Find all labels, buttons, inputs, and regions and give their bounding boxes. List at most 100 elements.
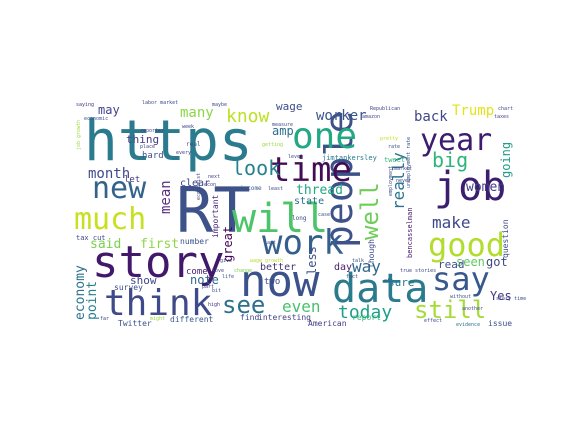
word-jimtankersley: jimtankersley (322, 154, 377, 162)
word-even: even (282, 297, 321, 316)
word-may: may (98, 103, 120, 117)
word-life: life (222, 274, 234, 280)
word-hard: hard (142, 151, 164, 161)
word-chart: chart (498, 106, 513, 112)
word-last: last (264, 240, 276, 246)
word-least: least (268, 186, 283, 192)
word-find: find (240, 313, 259, 322)
word-amp: amp (272, 124, 294, 138)
word-employment: employment (388, 166, 394, 196)
word-back: back (414, 109, 448, 125)
word-people: people (317, 111, 361, 248)
word-american: American (308, 319, 347, 328)
word-amazon: amazon (362, 114, 380, 120)
word-true-stories: true stories (400, 268, 436, 274)
word-seen: seen (456, 255, 485, 269)
word-note: note (190, 273, 219, 287)
word-tweet: tweet (384, 156, 405, 164)
word-place: place (140, 144, 155, 150)
word-less: less (305, 246, 319, 275)
word-every: every (176, 150, 191, 156)
word-different: different (170, 315, 214, 324)
word-will: will (232, 196, 328, 242)
word-income: income (240, 185, 262, 192)
word-big: big (432, 148, 468, 172)
word-part: part (202, 284, 214, 290)
word-pretty: pretty (380, 136, 398, 142)
word-make: make (432, 213, 471, 232)
word-another: another (462, 306, 483, 312)
word-great: great (221, 226, 235, 262)
word-unemployment-rate: unemployment rate (406, 137, 412, 188)
cloud-area (72, 97, 506, 325)
word-thing: thing (126, 133, 159, 146)
word-week: week (182, 124, 194, 130)
word-economic: economic (84, 116, 108, 122)
word-see: see (222, 291, 265, 319)
word-mean: mean (158, 180, 174, 214)
word-way: way (352, 257, 381, 276)
word-story: story (92, 237, 224, 288)
word-love: love (212, 268, 224, 274)
word-long: long (292, 215, 307, 222)
word-first: first (140, 237, 179, 252)
word-high: high (208, 302, 220, 308)
word-going: going (499, 142, 513, 178)
word-many: many (180, 105, 214, 121)
word-yes: Yes (490, 289, 512, 303)
word-job-growth: job growth (76, 120, 82, 150)
word-well: well (356, 182, 384, 240)
word-good: good (428, 226, 505, 264)
word-year: year (420, 123, 492, 158)
word-measure: measure (272, 122, 293, 128)
word-taxes: taxes (494, 114, 509, 120)
word-story-time: story time (496, 296, 526, 302)
word-bit: bit (212, 288, 221, 294)
word-job: job (434, 164, 506, 210)
word-show: show (130, 274, 157, 287)
word-know: know (226, 106, 270, 127)
word-much: much (74, 202, 146, 237)
word-getting: getting (262, 142, 283, 148)
word-far: far (100, 316, 109, 322)
word-market: market (394, 166, 412, 172)
word-time: time (270, 150, 352, 190)
word-fact: fact (346, 274, 358, 280)
word-report: report (352, 313, 381, 322)
word-tax-cut: tax cut (76, 234, 106, 242)
word-new: new (92, 171, 147, 206)
word-look: look (232, 156, 280, 180)
word-without: without (450, 294, 471, 300)
word-month: month (88, 166, 130, 182)
word-one: one (292, 116, 357, 157)
word-say: say (432, 260, 490, 298)
word-really: really (389, 152, 408, 210)
word-better: better (260, 262, 296, 273)
word-give: give (220, 258, 232, 264)
word-talk: talk (352, 258, 364, 264)
word-question: question (501, 219, 510, 258)
word-day: day (334, 262, 352, 273)
word-labor-market: labor market (142, 100, 178, 106)
word-clear: clear (180, 178, 210, 189)
word-work: work (262, 223, 344, 263)
word-said: said (90, 237, 121, 252)
word-today: today (338, 302, 392, 323)
word-issue: issue (488, 319, 512, 328)
word-change: change (234, 268, 252, 274)
word-economy: economy (73, 265, 88, 320)
word-read: read (438, 258, 465, 271)
word-reporter: reporter (140, 128, 164, 134)
word-wage: wage (276, 100, 303, 113)
word-evidence: evidence (456, 322, 480, 328)
word-though: though (367, 239, 376, 268)
word-republican: Republican (370, 106, 400, 112)
word-https: https (84, 109, 253, 174)
word-never: never (396, 178, 411, 184)
word-data: data (332, 266, 428, 312)
word-important: important (211, 194, 220, 238)
word-survey: survey (114, 283, 143, 292)
word-thread: thread (296, 183, 343, 198)
